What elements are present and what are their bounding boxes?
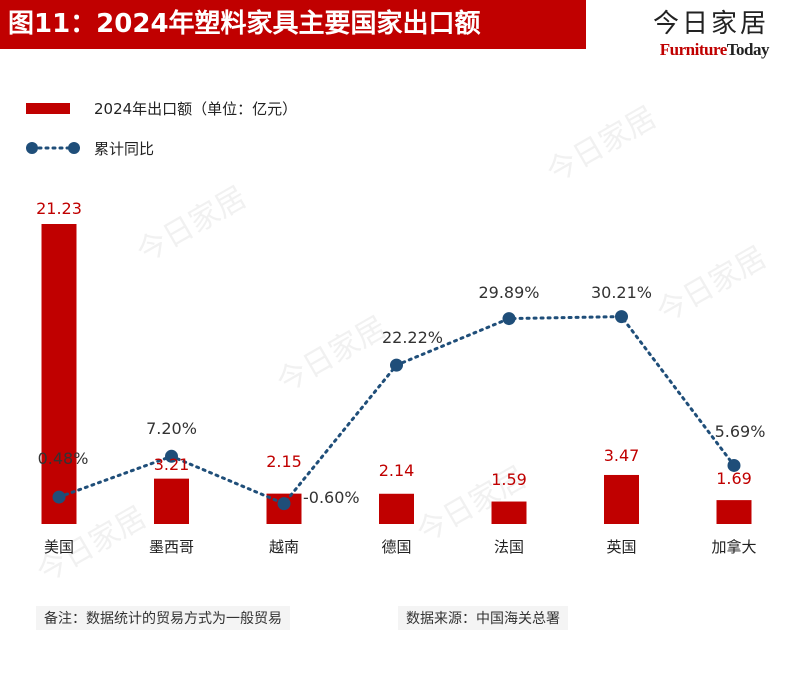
yoy-point-0 [52,490,66,504]
x-tick-label: 法国 [494,538,524,556]
yoy-point-6 [727,458,741,472]
yoy-point-5 [615,310,628,324]
bar-1 [154,478,189,524]
legend-line-label: 累计同比 [94,139,155,158]
yoy-value-label: 22.22% [382,328,443,347]
bar-value-label: 2.15 [266,452,302,471]
brand-name-cn: 今日家居 [652,9,769,39]
brand-name-en: FurnitureToday [653,40,770,60]
yoy-value-label: -0.60% [303,488,360,507]
bar-value-label: 21.23 [36,199,82,218]
x-tick-label: 美国 [44,538,74,556]
bar-value-label: 3.21 [154,455,190,474]
legend-bar-label: 2024年出口额（单位：亿元） [94,99,298,118]
yoy-point-2 [277,497,291,511]
brand-logo: 今日家居 FurnitureToday [652,8,770,60]
yoy-point-1 [165,449,178,463]
bar-0 [41,224,77,524]
data-source: 数据来源：中国海关总署 [398,606,568,630]
x-tick-label: 墨西哥 [149,538,194,556]
legend-item-line: 累计同比 [26,135,154,161]
yoy-value-label: 7.20% [146,419,197,438]
legend-line-swatch [26,142,80,154]
yoy-point-3 [390,358,403,372]
x-tick-label: 英国 [606,538,636,556]
yoy-point-4 [502,312,516,326]
yoy-value-label: 5.69% [715,422,766,441]
yoy-value-label: 0.48% [38,449,89,468]
footnote: 备注：数据统计的贸易方式为一般贸易 [36,606,290,630]
bar-value-label: 2.14 [379,461,415,480]
x-tick-label: 加拿大 [711,538,756,556]
bar-value-label: 1.59 [491,470,527,489]
yoy-value-label: 30.21% [591,283,652,302]
yoy-value-label: 29.89% [478,283,539,302]
legend-item-bar: 2024年出口额（单位：亿元） [26,95,297,121]
legend-bar-swatch [26,102,70,114]
chart-title: 图11：2024年塑料家具主要国家出口额 [0,0,586,49]
bar-5 [604,474,639,524]
bar-value-label: 3.47 [604,446,640,465]
brand-name-en-a: Furniture [659,40,727,59]
x-tick-label: 越南 [269,538,299,556]
brand-name-en-b: Today [726,40,770,59]
x-tick-label: 德国 [381,538,411,556]
bar-6 [716,500,752,524]
bar-4 [491,501,527,524]
bar-value-label: 1.69 [716,469,752,488]
bar-3 [379,493,414,524]
